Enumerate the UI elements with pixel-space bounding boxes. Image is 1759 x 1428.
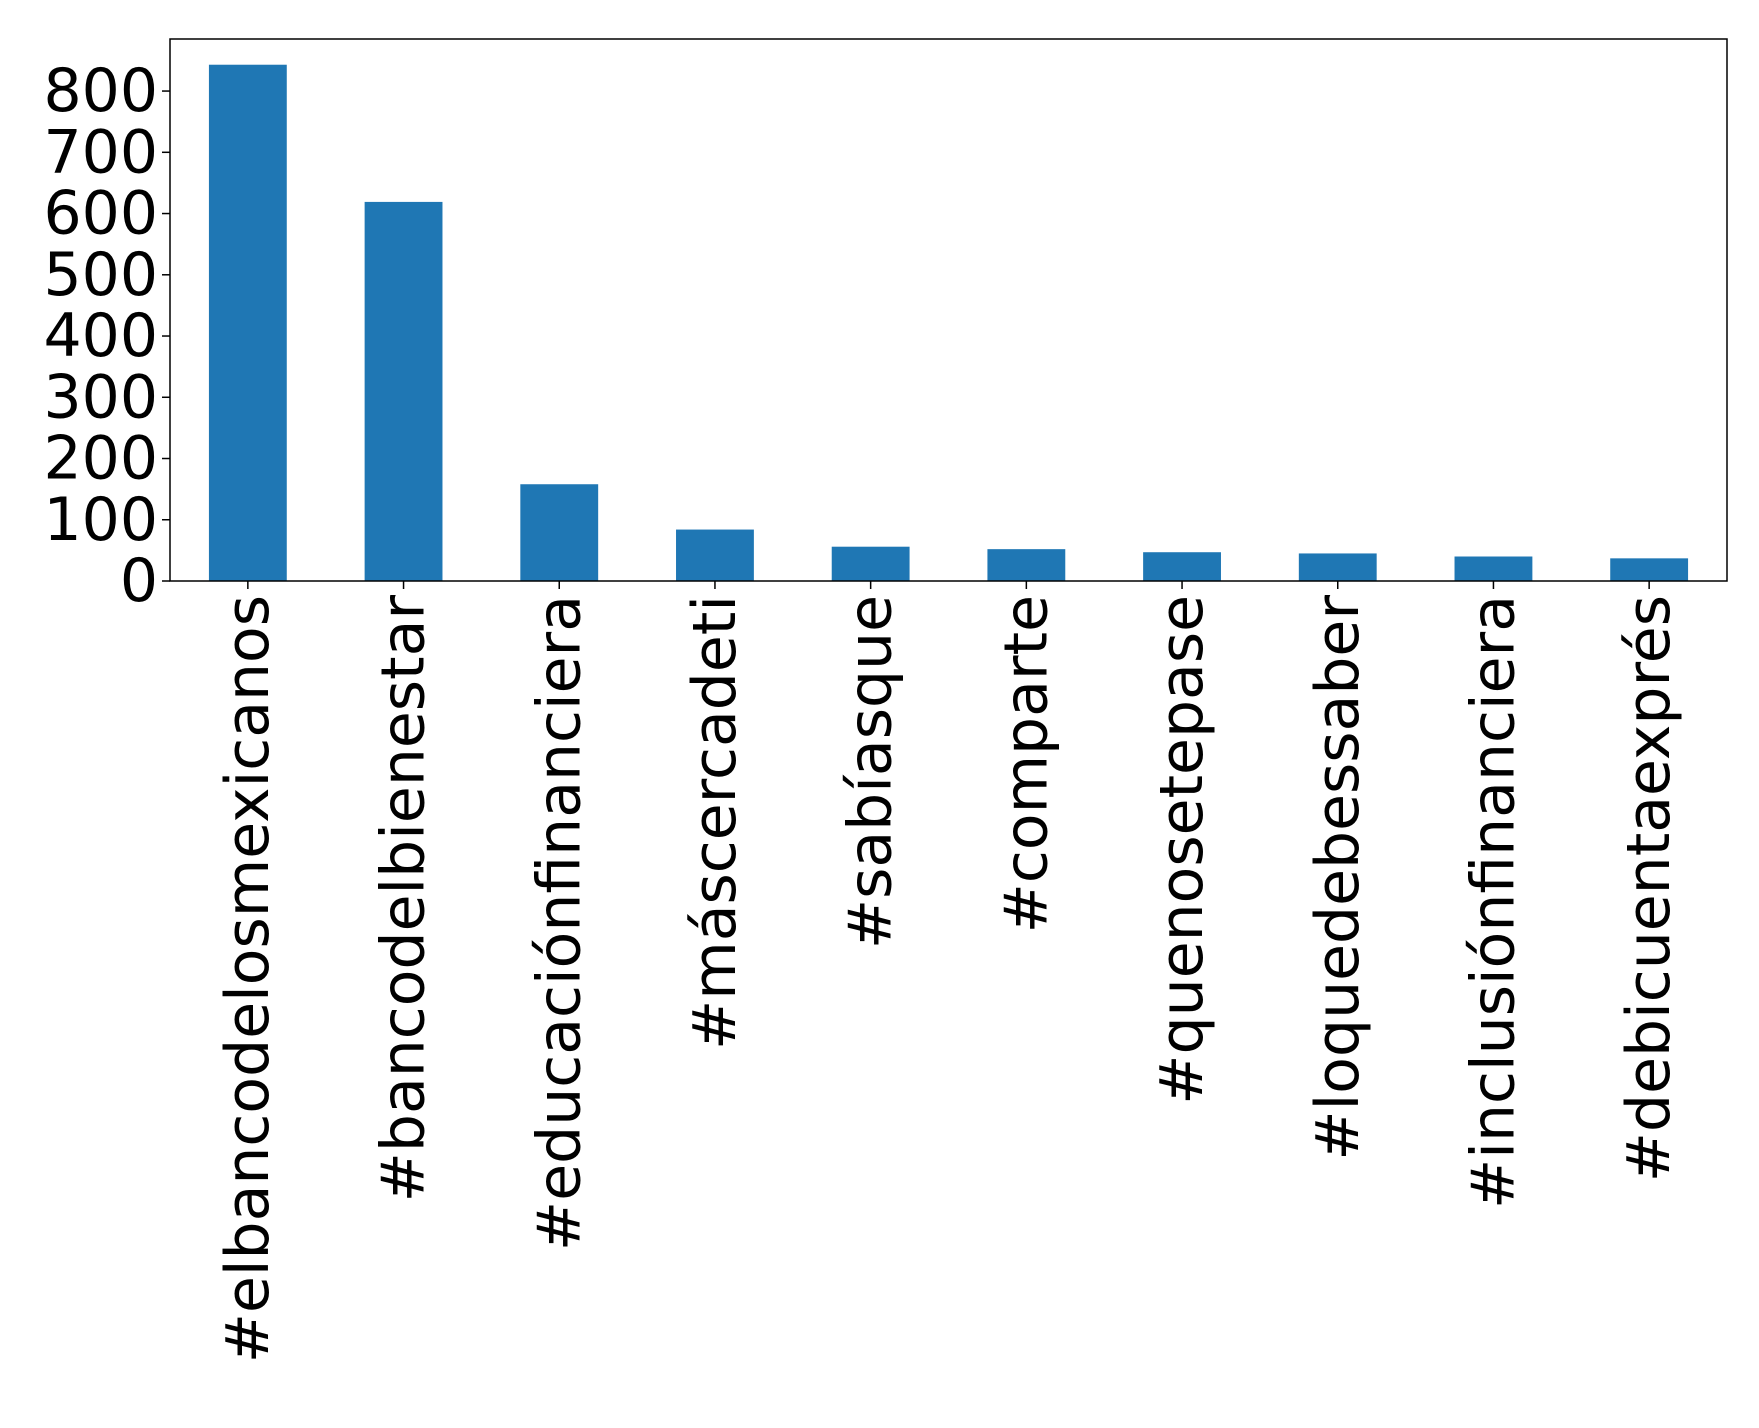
bar-8 xyxy=(1454,556,1533,581)
bars-group xyxy=(208,64,1689,581)
y-tick-label: 200 xyxy=(43,424,158,494)
x-tick-label: #loquedebessaber xyxy=(1303,595,1373,1161)
y-tick-label: 700 xyxy=(43,117,158,187)
x-tick-label: #sabíasque xyxy=(836,595,906,949)
plot-frame xyxy=(169,38,1728,582)
y-tick-label: 400 xyxy=(43,301,158,371)
y-tick-label: 300 xyxy=(43,362,158,432)
x-tick-label: #inclusiónfinanciera xyxy=(1458,595,1528,1209)
bar-1 xyxy=(364,201,443,581)
bar-5 xyxy=(987,549,1066,581)
x-axis: #elbancodelosmexicanos #bancodelbienestar… xyxy=(213,581,1684,1363)
x-tick-label: #elbancodelosmexicanos xyxy=(213,595,283,1363)
x-tick-label: #máscercadeti xyxy=(680,595,750,1050)
bar-3 xyxy=(676,529,754,581)
x-tick-label: #quenosetepase xyxy=(1147,595,1217,1105)
y-tick-label: 0 xyxy=(120,546,158,616)
bar-6 xyxy=(1143,552,1221,581)
bar-7 xyxy=(1298,553,1377,581)
bar-2 xyxy=(520,484,599,581)
x-tick-label: #comparte xyxy=(991,595,1061,933)
y-tick-label: 100 xyxy=(43,485,158,555)
x-tick-label: #educaciónfinanciera xyxy=(524,595,594,1251)
bar-4 xyxy=(831,546,910,581)
y-tick-label: 600 xyxy=(43,179,158,249)
x-tick-label: #bancodelbienestar xyxy=(369,595,439,1203)
x-tick-label: #debicuentaexprés xyxy=(1614,595,1684,1182)
bar-9 xyxy=(1610,558,1689,581)
y-tick-label: 500 xyxy=(43,240,158,310)
bar-0 xyxy=(208,64,287,581)
y-tick-label: 800 xyxy=(43,56,158,126)
